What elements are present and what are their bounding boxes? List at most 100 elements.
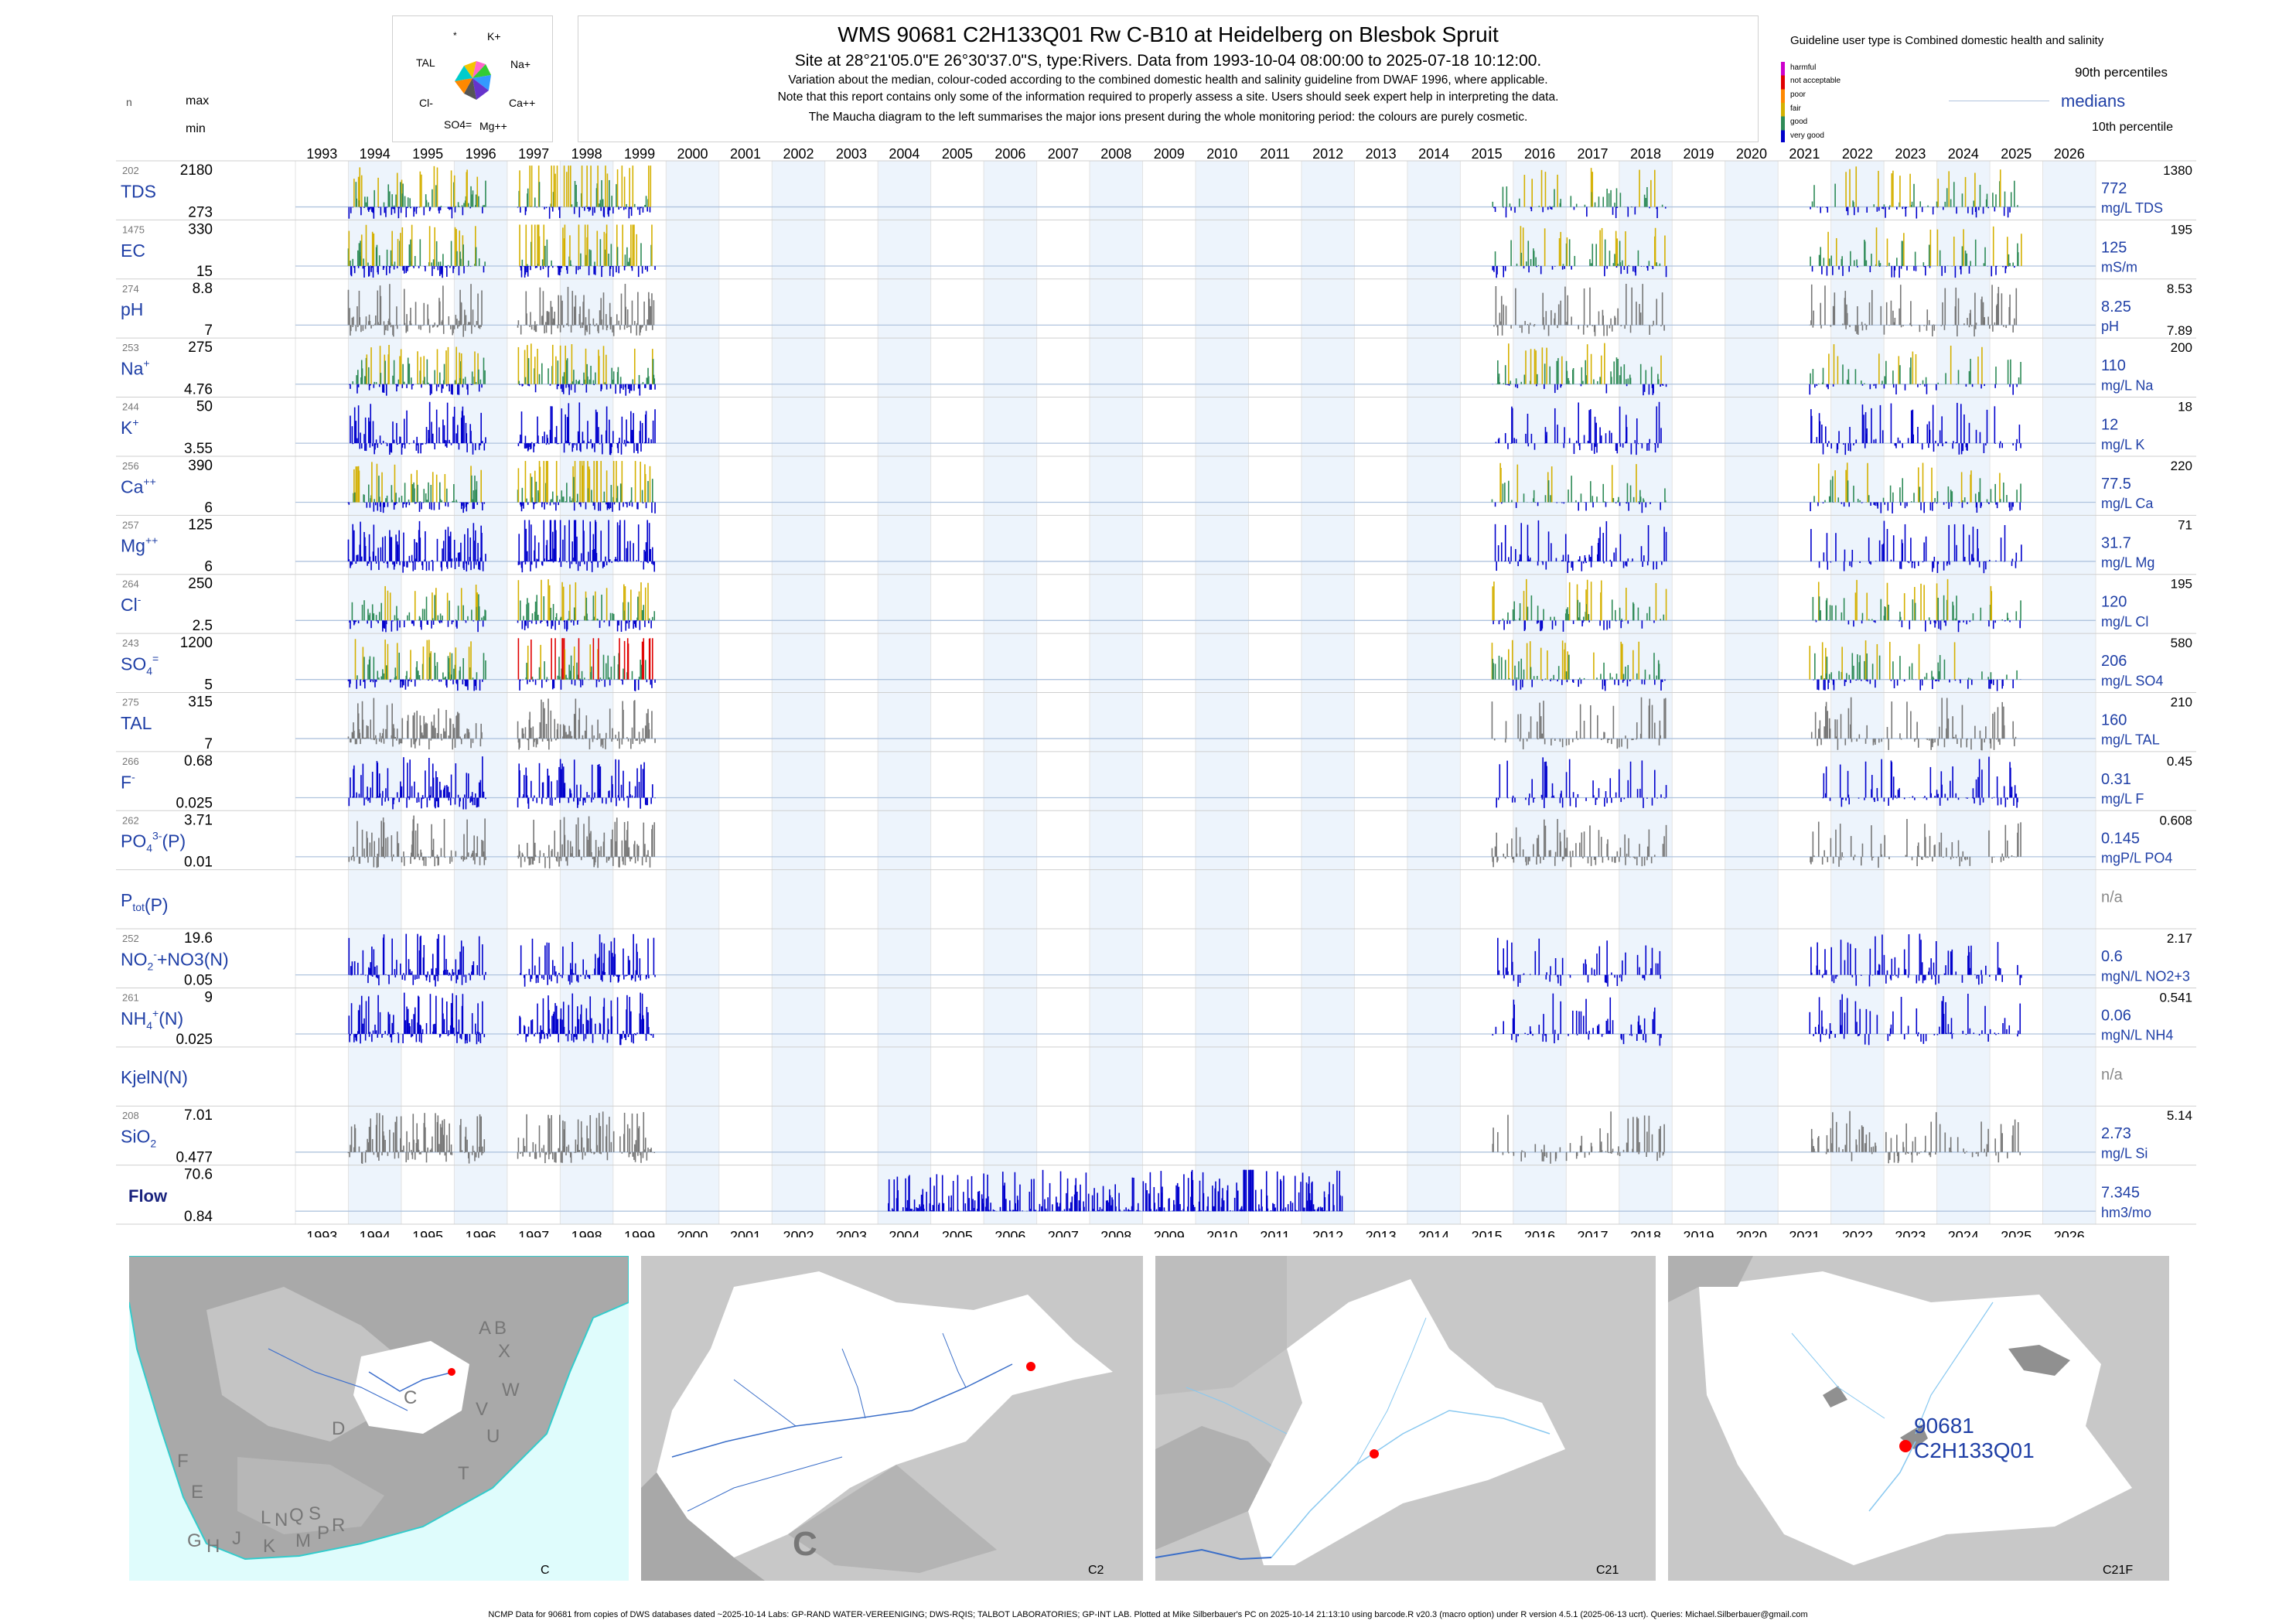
row-median: 772 [2101, 180, 2127, 197]
page-title: WMS 90681 C2H133Q01 Rw C-B10 at Heidelbe… [838, 22, 1499, 46]
row-n: 257 [122, 519, 139, 531]
maucha-label-tal: TAL [416, 56, 435, 69]
row-n: 264 [122, 578, 139, 590]
row-min: 7 [204, 736, 213, 752]
row-n: 256 [122, 460, 139, 472]
year-label-top: 2025 [2001, 146, 2032, 162]
year-label-top: 2000 [677, 146, 708, 162]
year-label-bottom: 2008 [1100, 1229, 1131, 1237]
year-label-top: 2022 [1842, 146, 1873, 162]
year-label-top: 2009 [1154, 146, 1185, 162]
param-label: SO4= [121, 652, 159, 677]
year-label-top: 2017 [1578, 146, 1609, 162]
row-unit: mgP/L PO4 [2101, 851, 2172, 866]
row-unit: mg/L TDS [2101, 200, 2163, 216]
row-max: 275 [188, 339, 213, 356]
row-median: 0.31 [2101, 771, 2131, 788]
year-label-bottom: 2022 [1842, 1229, 1873, 1237]
year-label-top: 2018 [1630, 146, 1661, 162]
row-n: 274 [122, 283, 139, 295]
year-label-top: 1995 [412, 146, 443, 162]
row-p90: 195 [2171, 222, 2192, 237]
row-p90: 0.45 [2167, 754, 2192, 769]
row-p90: 18 [2178, 400, 2192, 415]
row-min: 5 [204, 677, 213, 694]
legend-medians: medians [2061, 91, 2126, 111]
maucha-label-mg: Mg++ [479, 120, 507, 132]
legend-p10: 10th percentile [2092, 121, 2173, 134]
row-n: 262 [122, 814, 139, 826]
year-label-top: 1999 [624, 146, 655, 162]
row-max: 330 [188, 221, 213, 237]
site-line: Site at 28°21'05.0"E 26°30'37.0"S, type:… [794, 52, 1542, 70]
row-median: 120 [2101, 594, 2127, 611]
row-min: 7 [204, 322, 213, 339]
row-unit: mg/L SO4 [2101, 673, 2163, 688]
row-median: 31.7 [2101, 534, 2131, 551]
row-median: 12 [2101, 417, 2118, 434]
year-label-top: 2006 [994, 146, 1025, 162]
year-label-bottom: 2001 [730, 1229, 761, 1237]
legend-bar [1781, 62, 1785, 142]
row-unit: pH [2101, 319, 2119, 334]
row-p90: 220 [2171, 459, 2192, 473]
year-label-top: 2024 [1948, 146, 1979, 162]
legend-item-poor: poor [1790, 90, 1806, 99]
year-label-bottom: 2023 [1895, 1229, 1926, 1237]
maucha-label-ca: Ca++ [509, 97, 536, 109]
year-label-top: 2010 [1206, 146, 1237, 162]
year-label-top: 1997 [518, 146, 549, 162]
note-line-3: The Maucha diagram to the left summarise… [808, 111, 1528, 124]
row-min: 6 [204, 559, 213, 575]
row-max: 315 [188, 694, 213, 711]
year-label-top: 2003 [836, 146, 867, 162]
year-label-bottom: 2017 [1578, 1229, 1609, 1237]
year-label-top: 2007 [1048, 146, 1079, 162]
row-max: 2180 [180, 162, 213, 179]
year-label-bottom: 2014 [1418, 1229, 1449, 1237]
maucha-diagram: * K+ TAL Na+ Cl- Ca++ SO4= Mg++ [392, 15, 553, 142]
year-label-top: 2023 [1895, 146, 1926, 162]
year-label-bottom: 1997 [518, 1229, 549, 1237]
row-n: 202 [122, 165, 139, 176]
row-max: 125 [188, 517, 213, 533]
param-label: K+ [121, 416, 139, 438]
year-label-bottom: 2013 [1366, 1229, 1397, 1237]
year-label-bottom: 2005 [942, 1229, 973, 1237]
row-max: 1200 [180, 635, 213, 651]
year-label-top: 2015 [1472, 146, 1503, 162]
year-label-bottom: 2015 [1472, 1229, 1503, 1237]
row-p90: 200 [2171, 340, 2192, 355]
row-p90: 195 [2171, 577, 2192, 592]
row-median: 110 [2101, 357, 2126, 374]
param-label: F- [121, 770, 135, 792]
param-label: EC [121, 241, 145, 261]
legend-item-good: good [1790, 118, 1808, 126]
row-max: 50 [196, 399, 213, 415]
row-max: 0.68 [184, 753, 213, 769]
year-label-top: 2011 [1260, 146, 1290, 162]
year-label-bottom: 1999 [624, 1229, 655, 1237]
year-label-bottom: 2026 [2054, 1229, 2085, 1237]
row-p90: 580 [2171, 636, 2192, 650]
row-min: 15 [196, 264, 213, 280]
legend-item-not-acceptable: not acceptable [1790, 77, 1841, 85]
row-median: 77.5 [2101, 476, 2131, 493]
row-max: 8.8 [193, 281, 213, 297]
maucha-label-k: K+ [487, 30, 501, 43]
row-median: 206 [2101, 653, 2127, 670]
note-line-2: Note that this report contains only some… [777, 90, 1559, 104]
year-label-top: 2026 [2054, 146, 2085, 162]
year-label-bottom: 2019 [1683, 1229, 1714, 1237]
row-median: 160 [2101, 712, 2127, 729]
row-n: 275 [122, 697, 139, 708]
row-max: 3.71 [184, 812, 213, 828]
row-p90: 0.608 [2159, 813, 2192, 827]
year-label-bottom: 2010 [1206, 1229, 1237, 1237]
row-min: 3.55 [184, 441, 213, 457]
legend-title: Guideline user type is Combined domestic… [1790, 34, 2104, 47]
row-median: 8.25 [2101, 299, 2131, 316]
row-min: 6 [204, 500, 213, 516]
param-label: Ca++ [121, 475, 156, 496]
year-label-bottom: 2020 [1736, 1229, 1767, 1237]
